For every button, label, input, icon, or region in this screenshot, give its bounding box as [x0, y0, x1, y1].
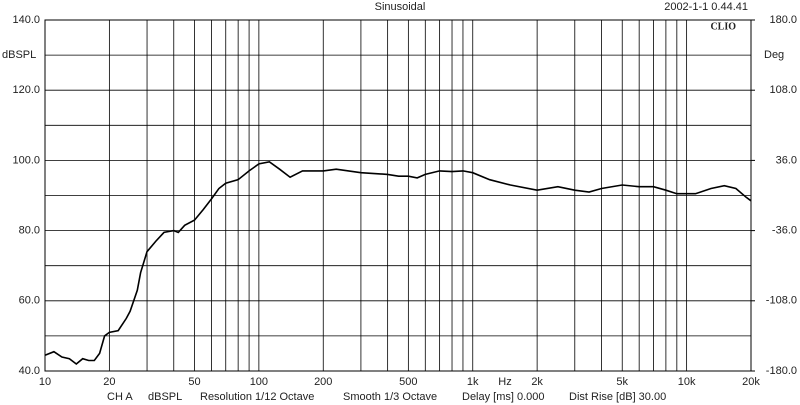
y-tick-label: 80.0: [19, 225, 40, 237]
x-tick-label: 2k: [531, 376, 543, 388]
y2-tick-label: 180.0: [769, 14, 797, 26]
x-tick-label: 10: [39, 376, 51, 388]
x-tick-label: 500: [399, 376, 417, 388]
y-tick-label: 140.0: [12, 14, 40, 26]
y2-axis-label: Deg: [764, 49, 784, 61]
logo: CLIO: [710, 21, 736, 32]
footer-field: Dist Rise [dB] 30.00: [569, 391, 666, 403]
response-curve: [44, 160, 752, 366]
y2-tick-label: 36.0: [776, 154, 797, 166]
x-tick-label: 20: [103, 376, 115, 388]
y2-tick-label: -180.0: [766, 365, 797, 377]
y-tick-label: 40.0: [19, 365, 40, 377]
chart-title: Sinusoidal: [375, 1, 426, 13]
x-tick-label: 10k: [678, 376, 696, 388]
footer-field: Smooth 1/3 Octave: [343, 391, 437, 403]
y2-tick-label: -108.0: [766, 295, 797, 307]
y-tick-label: 100.0: [12, 154, 40, 166]
x-tick-label: 20k: [742, 376, 760, 388]
x-axis-label: Hz: [498, 376, 511, 388]
x-tick-label: 5k: [616, 376, 628, 388]
y-axis-label: dBSPL: [2, 49, 36, 61]
footer-field: Delay [ms] 0.000: [462, 391, 545, 403]
y-tick-label: 120.0: [12, 84, 40, 96]
x-tick-label: 100: [250, 376, 268, 388]
y-tick-label: 60.0: [19, 295, 40, 307]
y2-tick-label: -36.0: [772, 225, 797, 237]
footer: CH A dBSPL Resolution 1/12 Octave Smooth 1/…: [107, 391, 666, 403]
footer-field: Resolution 1/12 Octave: [200, 391, 314, 403]
footer-field: dBSPL: [148, 391, 182, 403]
timestamp: 2002-1-1 0.44.41: [664, 1, 748, 13]
x-tick-label: 200: [314, 376, 332, 388]
x-tick-label: 1k: [467, 376, 479, 388]
x-tick-label: 50: [188, 376, 200, 388]
footer-field: CH A: [107, 391, 133, 403]
y2-tick-label: 108.0: [769, 84, 797, 96]
